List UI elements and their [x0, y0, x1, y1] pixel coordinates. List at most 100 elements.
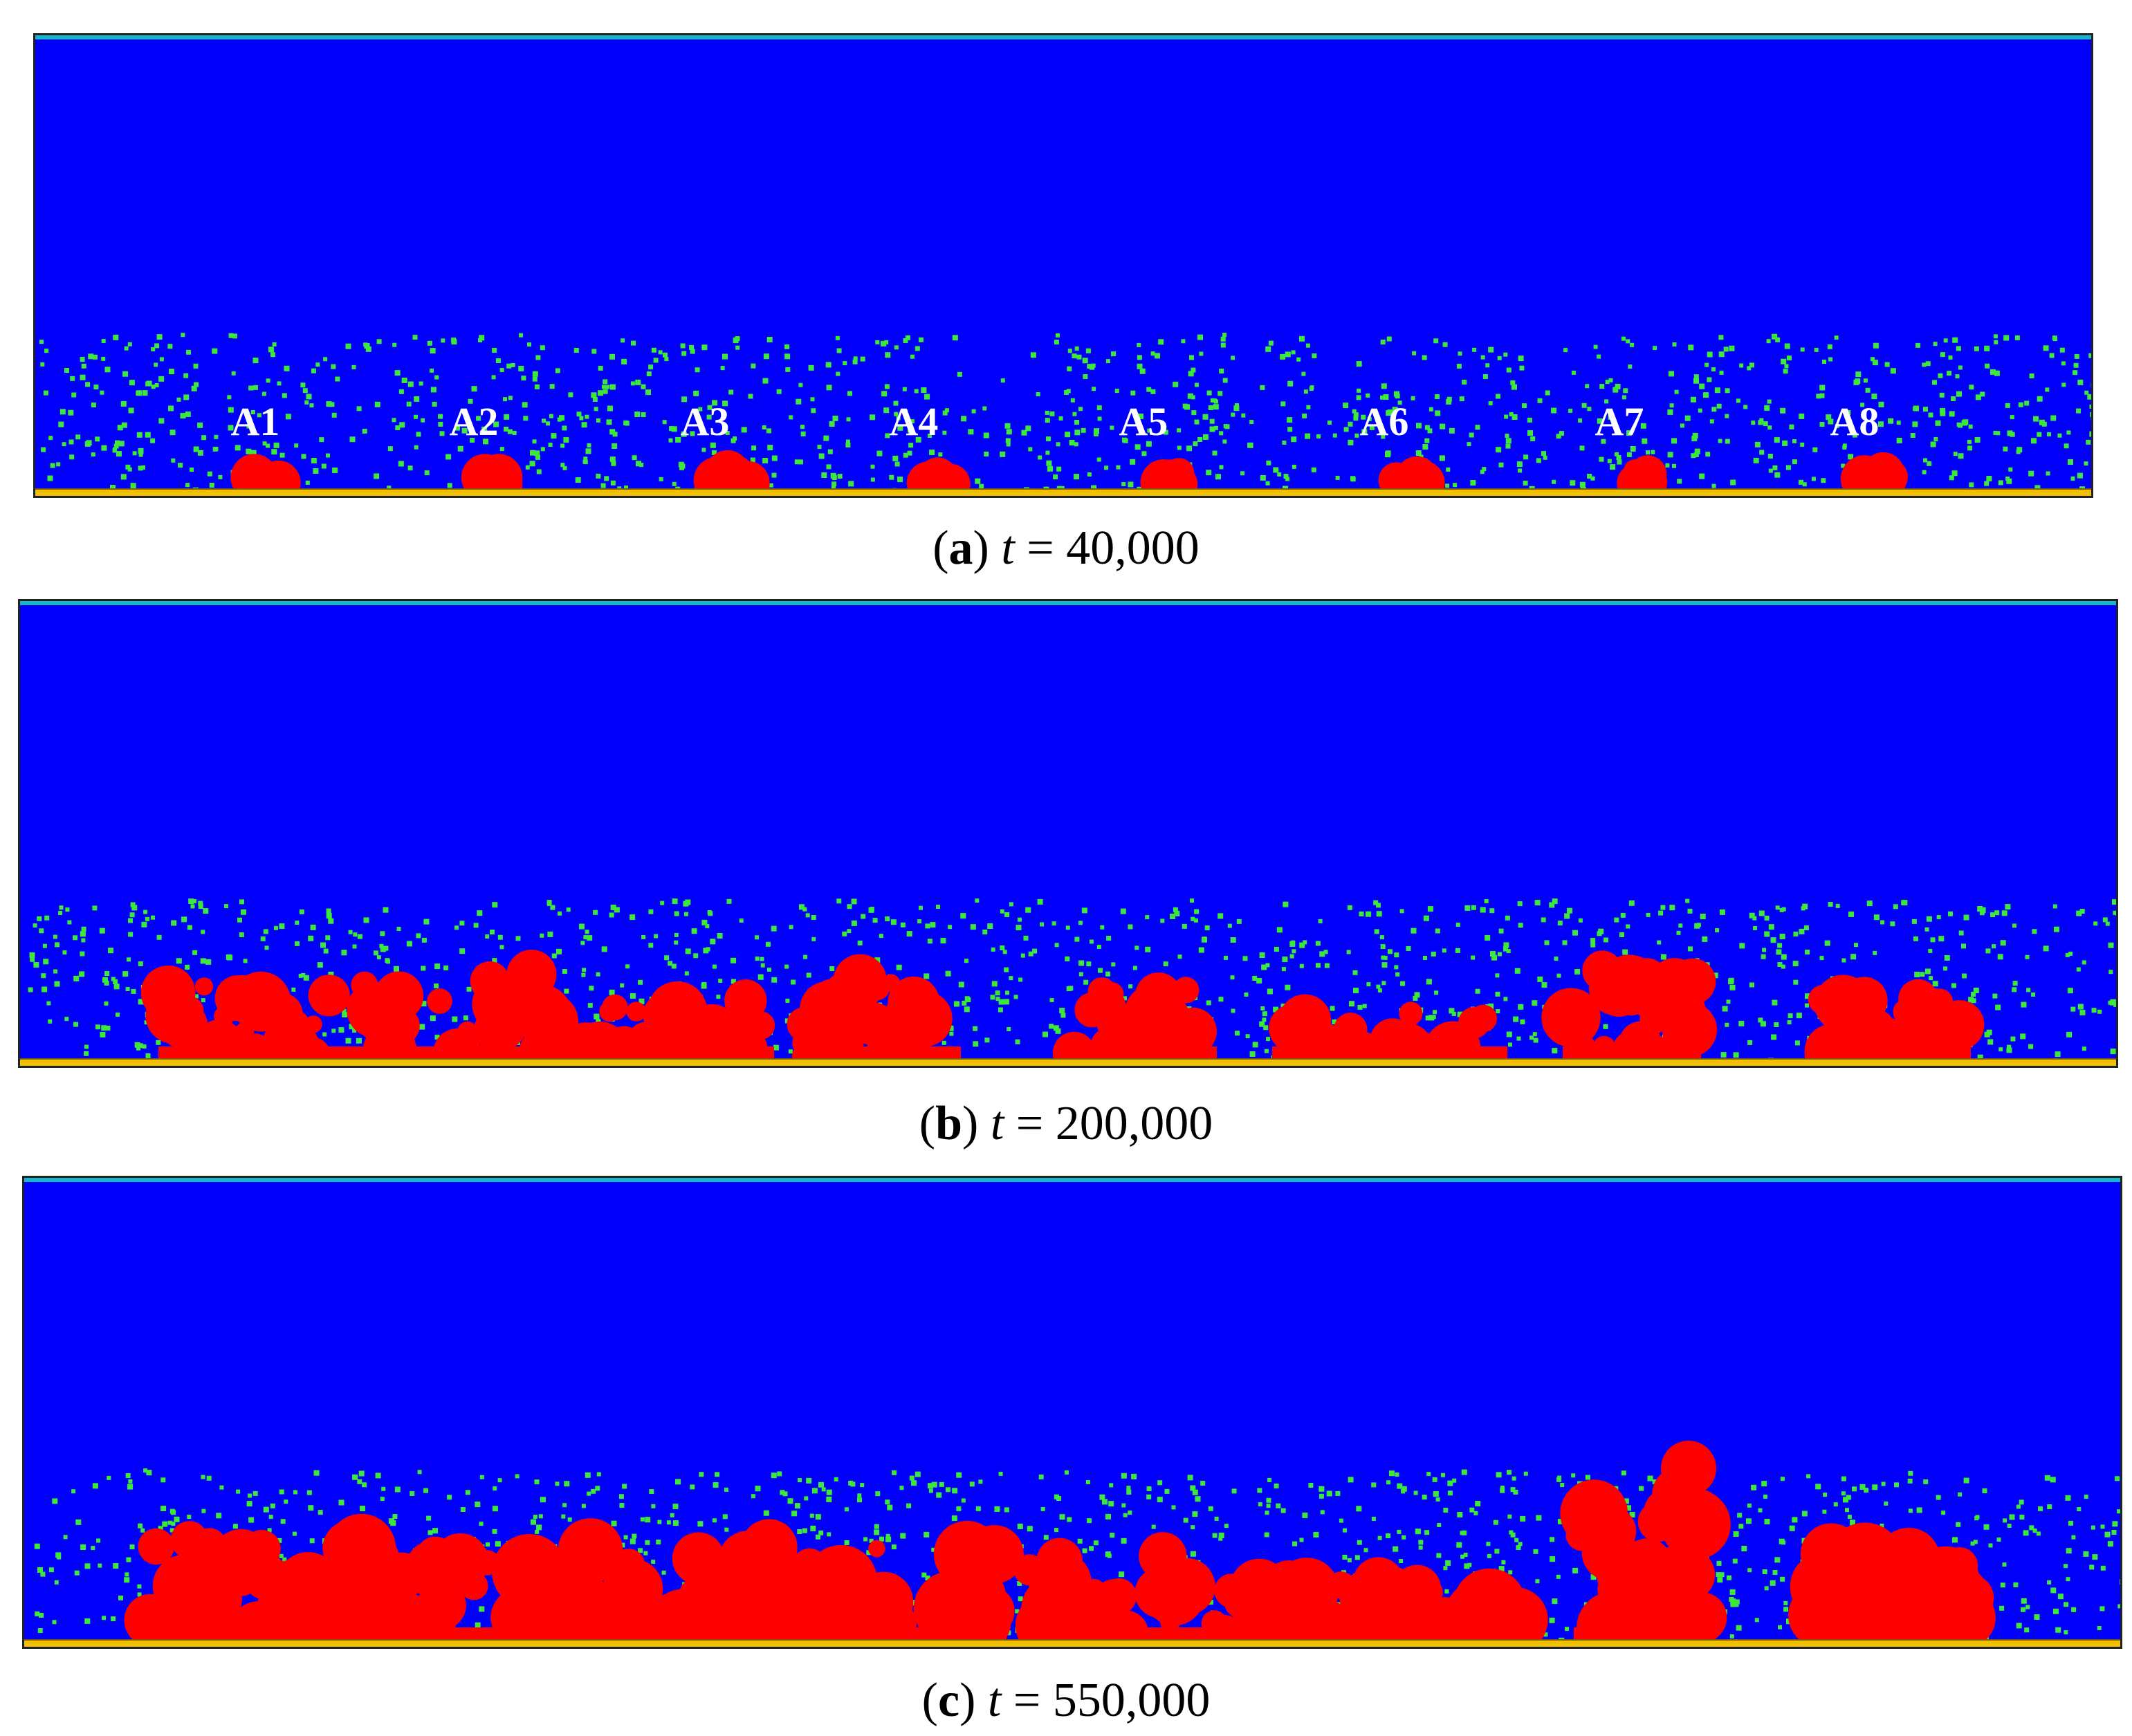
particle	[796, 398, 802, 405]
particle	[693, 953, 699, 959]
particle	[1953, 452, 1958, 456]
particle	[1009, 902, 1013, 907]
particle	[1863, 378, 1868, 383]
particle	[645, 389, 651, 396]
particle	[1114, 389, 1119, 394]
particle	[860, 356, 865, 362]
particle	[1348, 421, 1353, 427]
particle	[810, 397, 815, 402]
particle	[1283, 901, 1289, 907]
particle	[1536, 1515, 1542, 1521]
particle	[715, 1472, 720, 1477]
particle	[102, 1616, 107, 1620]
particle	[1137, 363, 1143, 369]
particle	[748, 394, 753, 399]
particle	[306, 394, 312, 400]
phase-blob	[330, 1589, 365, 1625]
particle	[434, 375, 439, 380]
particle	[1764, 405, 1770, 411]
particle	[1292, 464, 1296, 469]
particle	[809, 1513, 814, 1518]
particle	[579, 416, 584, 421]
particle	[2012, 923, 2016, 928]
particle	[1362, 1004, 1367, 1008]
particle	[2047, 1580, 2052, 1585]
particle	[1763, 421, 1768, 427]
particle	[1676, 930, 1681, 935]
phase-blob	[528, 1576, 551, 1598]
particle	[492, 958, 497, 963]
particle	[1622, 949, 1628, 955]
particle	[1913, 405, 1919, 412]
particle	[562, 1503, 567, 1508]
particle	[1157, 1497, 1163, 1503]
particle	[1373, 900, 1379, 905]
particle	[816, 1534, 820, 1540]
particle	[638, 979, 643, 985]
phase-blob	[459, 1571, 488, 1600]
particle	[1013, 995, 1018, 999]
particle	[1537, 398, 1543, 403]
particle	[1395, 1472, 1399, 1477]
particle	[1626, 1505, 1631, 1511]
particle	[1550, 1556, 1556, 1562]
caption-value: 40,000	[1066, 521, 1200, 575]
particle	[2071, 1607, 2077, 1612]
particle	[1247, 443, 1252, 448]
particle	[1277, 472, 1282, 477]
particle	[1517, 901, 1523, 907]
particle	[69, 454, 75, 460]
particle	[2077, 379, 2084, 385]
particle	[1747, 366, 1752, 371]
particle	[542, 418, 546, 423]
particle	[1598, 928, 1604, 934]
particle	[1699, 383, 1705, 389]
particle	[1774, 1022, 1779, 1027]
particle	[1087, 364, 1092, 369]
phase-cluster	[1052, 972, 1217, 1066]
particle	[432, 401, 437, 407]
phase-cluster	[1560, 1468, 1731, 1647]
particle	[2054, 926, 2059, 932]
phase-base	[1805, 1046, 1971, 1062]
particle	[532, 376, 537, 382]
particle	[784, 353, 791, 360]
particle	[1490, 951, 1496, 957]
particle	[689, 344, 695, 350]
particle	[1082, 358, 1088, 364]
particle	[903, 409, 908, 415]
particle	[91, 452, 95, 457]
particle	[146, 1470, 152, 1476]
particle	[1397, 1529, 1402, 1534]
particle	[1231, 1008, 1235, 1013]
particle	[984, 452, 989, 456]
particle	[1280, 353, 1286, 360]
particle	[1872, 1484, 1878, 1490]
particle	[1007, 1027, 1011, 1031]
particle	[185, 411, 191, 417]
particle	[187, 1515, 192, 1519]
particle	[587, 443, 591, 447]
phase-base	[1388, 477, 1430, 492]
phase-blob	[1637, 1502, 1678, 1542]
particle	[1187, 393, 1193, 399]
particle	[2066, 1031, 2073, 1037]
particle	[693, 390, 699, 396]
particle	[1335, 475, 1340, 480]
particle	[733, 338, 739, 344]
particle	[671, 963, 677, 969]
particle	[1324, 963, 1330, 968]
phase-cluster	[1235, 1557, 1548, 1647]
particle	[1389, 1470, 1395, 1477]
particle	[1628, 900, 1635, 906]
particle	[1356, 1506, 1362, 1512]
particle	[789, 415, 793, 420]
particle	[1775, 337, 1781, 342]
particle	[1208, 1506, 1213, 1511]
particle	[145, 381, 151, 387]
particle	[1510, 1532, 1516, 1538]
particle	[58, 421, 64, 427]
particle	[401, 378, 407, 383]
particle	[492, 902, 498, 908]
particle	[995, 990, 1000, 996]
